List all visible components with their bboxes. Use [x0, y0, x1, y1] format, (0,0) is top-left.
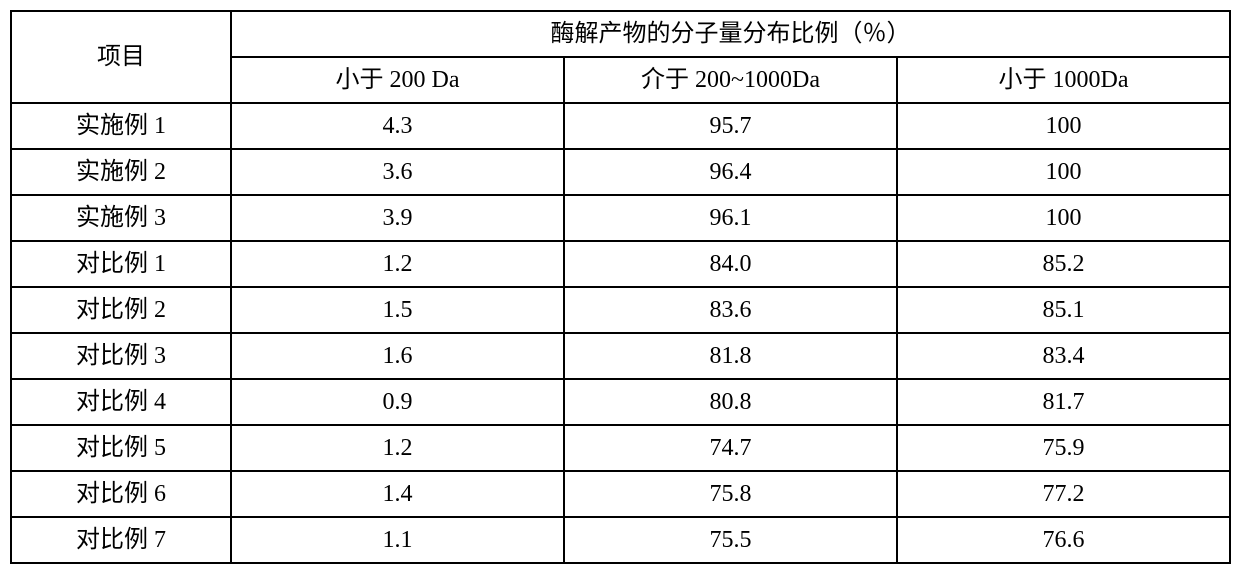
header-col-3: 小于 1000Da [897, 57, 1230, 103]
table-header: 项目 酶解产物的分子量分布比例（％） 小于 200 Da 介于 200~1000… [11, 11, 1230, 103]
cell-value: 1.2 [231, 241, 564, 287]
table-row: 对比例 2 1.5 83.6 85.1 [11, 287, 1230, 333]
row-label: 对比例 6 [11, 471, 231, 517]
row-label: 对比例 1 [11, 241, 231, 287]
cell-value: 76.6 [897, 517, 1230, 563]
header-project: 项目 [11, 11, 231, 103]
cell-value: 84.0 [564, 241, 897, 287]
cell-value: 100 [897, 103, 1230, 149]
cell-value: 80.8 [564, 379, 897, 425]
table-row: 对比例 4 0.9 80.8 81.7 [11, 379, 1230, 425]
header-row-1: 项目 酶解产物的分子量分布比例（％） [11, 11, 1230, 57]
cell-value: 74.7 [564, 425, 897, 471]
cell-value: 83.4 [897, 333, 1230, 379]
data-table: 项目 酶解产物的分子量分布比例（％） 小于 200 Da 介于 200~1000… [10, 10, 1231, 564]
cell-value: 77.2 [897, 471, 1230, 517]
row-label: 实施例 2 [11, 149, 231, 195]
cell-value: 1.2 [231, 425, 564, 471]
row-label: 对比例 4 [11, 379, 231, 425]
table-row: 实施例 3 3.9 96.1 100 [11, 195, 1230, 241]
row-label: 实施例 1 [11, 103, 231, 149]
cell-value: 81.7 [897, 379, 1230, 425]
table-row: 对比例 6 1.4 75.8 77.2 [11, 471, 1230, 517]
cell-value: 100 [897, 149, 1230, 195]
row-label: 对比例 5 [11, 425, 231, 471]
cell-value: 0.9 [231, 379, 564, 425]
cell-value: 3.6 [231, 149, 564, 195]
cell-value: 1.1 [231, 517, 564, 563]
table-row: 对比例 5 1.2 74.7 75.9 [11, 425, 1230, 471]
row-label: 对比例 3 [11, 333, 231, 379]
cell-value: 4.3 [231, 103, 564, 149]
header-merged: 酶解产物的分子量分布比例（％） [231, 11, 1230, 57]
cell-value: 75.5 [564, 517, 897, 563]
cell-value: 1.5 [231, 287, 564, 333]
cell-value: 1.6 [231, 333, 564, 379]
cell-value: 85.1 [897, 287, 1230, 333]
table-row: 对比例 3 1.6 81.8 83.4 [11, 333, 1230, 379]
cell-value: 81.8 [564, 333, 897, 379]
table-row: 对比例 1 1.2 84.0 85.2 [11, 241, 1230, 287]
cell-value: 75.8 [564, 471, 897, 517]
row-label: 对比例 2 [11, 287, 231, 333]
table-row: 实施例 2 3.6 96.4 100 [11, 149, 1230, 195]
cell-value: 100 [897, 195, 1230, 241]
header-col-1: 小于 200 Da [231, 57, 564, 103]
row-label: 实施例 3 [11, 195, 231, 241]
header-col-2: 介于 200~1000Da [564, 57, 897, 103]
cell-value: 75.9 [897, 425, 1230, 471]
cell-value: 1.4 [231, 471, 564, 517]
cell-value: 96.4 [564, 149, 897, 195]
cell-value: 85.2 [897, 241, 1230, 287]
cell-value: 3.9 [231, 195, 564, 241]
row-label: 对比例 7 [11, 517, 231, 563]
table-body: 实施例 1 4.3 95.7 100 实施例 2 3.6 96.4 100 实施… [11, 103, 1230, 563]
table-row: 实施例 1 4.3 95.7 100 [11, 103, 1230, 149]
cell-value: 83.6 [564, 287, 897, 333]
cell-value: 96.1 [564, 195, 897, 241]
cell-value: 95.7 [564, 103, 897, 149]
table-row: 对比例 7 1.1 75.5 76.6 [11, 517, 1230, 563]
